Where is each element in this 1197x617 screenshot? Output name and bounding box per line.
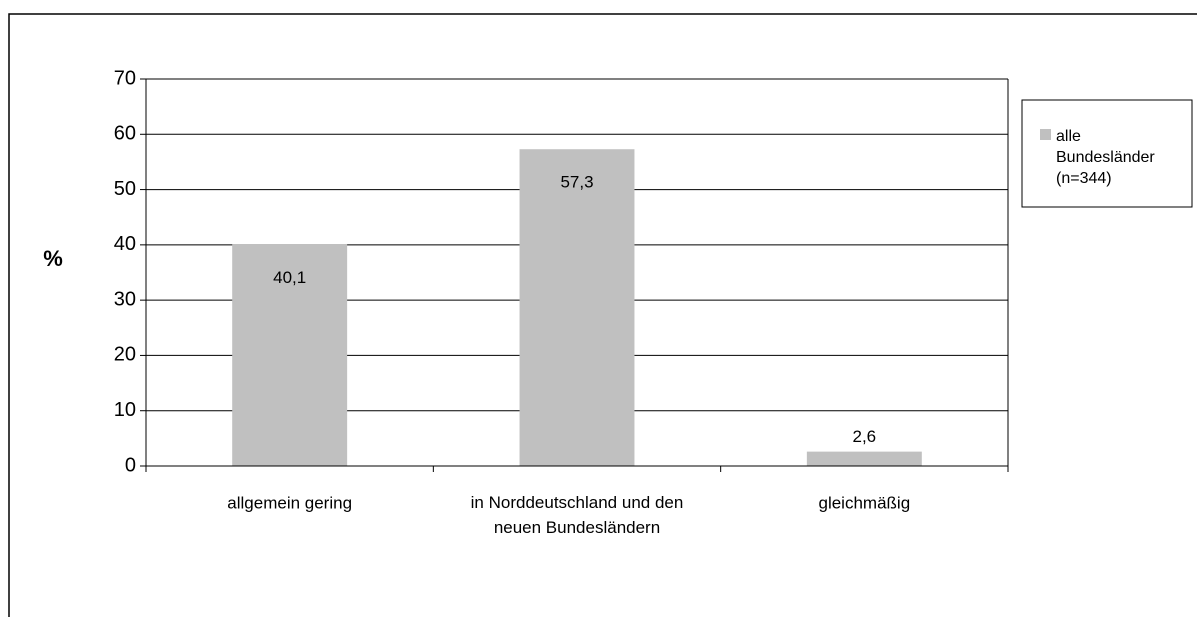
- y-tick-label: 10: [114, 399, 136, 421]
- legend-swatch: [1040, 129, 1051, 140]
- legend-label: alle Bundesländer (n=344): [1056, 128, 1155, 187]
- y-axis-label: %: [43, 246, 63, 271]
- y-tick-label: 30: [114, 288, 136, 310]
- x-tick-label: gleichmäßig: [819, 493, 911, 512]
- y-tick-label: 50: [114, 178, 136, 200]
- bar: [806, 451, 922, 466]
- x-tick-label: in Norddeutschland und den neuen Bundeslä…: [471, 493, 684, 537]
- y-tick-label: 70: [114, 67, 136, 89]
- data-label: 2,6: [853, 427, 877, 446]
- y-tick-label: 40: [114, 233, 136, 255]
- chart-border: [8, 13, 1197, 617]
- x-tick-label: allgemein gering: [227, 493, 352, 512]
- y-tick-label: 20: [114, 344, 136, 366]
- bar: [232, 244, 348, 466]
- y-tick-label: 60: [114, 123, 136, 145]
- data-label: 57,3: [560, 173, 593, 192]
- bar: [519, 149, 635, 466]
- y-tick-label: 0: [125, 454, 136, 476]
- legend-box: [1021, 99, 1193, 208]
- data-label: 40,1: [273, 268, 306, 287]
